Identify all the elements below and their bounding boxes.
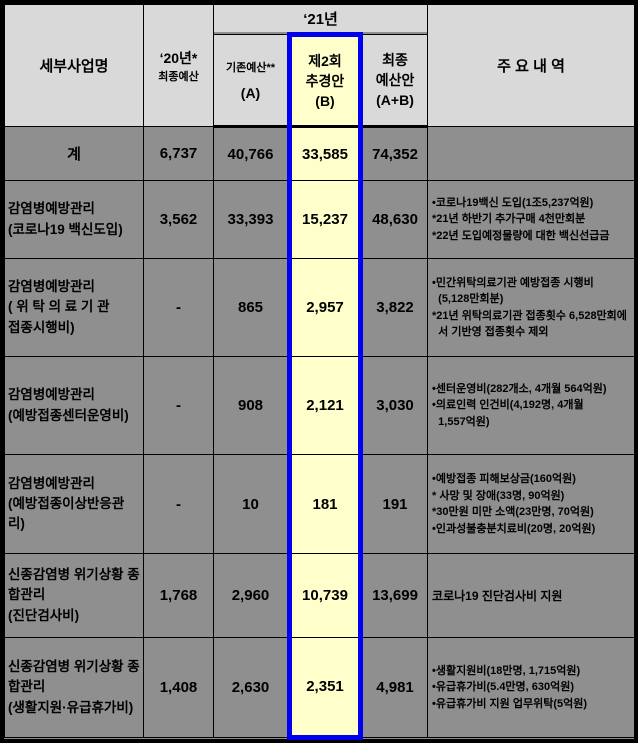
supplement-budget-cell: 10,739: [287, 553, 363, 638]
header-project-label: 세부사업명: [39, 58, 109, 75]
project-name-cell: 신종감염병 위기상황 종합관리 (진단검사비): [4, 553, 144, 638]
header-final-budget: 최종 예산안 (A+B): [359, 34, 429, 128]
budget-2020-cell: 1,408: [143, 637, 214, 738]
table-row-total: 계 6,737 40,766 33,585 74,352: [4, 126, 636, 181]
existing-budget-cell: 10: [213, 454, 290, 554]
project-name-cell: 감염병예방관리 (예방접종센터운영비): [4, 356, 144, 455]
header-details-label: 주 요 내 역: [497, 58, 565, 75]
header-existing-budget: 기존예산** (A): [213, 34, 290, 128]
project-name-cell: 감염병예방관리 ( 위 탁 의 료 기 관 접종시행비): [4, 258, 144, 357]
table-row: 신종감염병 위기상황 종합관리 (생활지원·유급휴가비) 1,408 2,630…: [4, 637, 636, 740]
project-name-cell: 감염병예방관리 (예방접종이상반응관리): [4, 454, 144, 554]
supplement-budget-cell: 15,237: [287, 180, 363, 259]
supplement-budget-cell: 2,351: [287, 637, 363, 740]
header-project: 세부사업명: [4, 4, 144, 127]
project-name-cell: 신종감염병 위기상황 종합관리 (생활지원·유급휴가비): [4, 637, 144, 738]
final-budget-cell: 74,352: [359, 126, 429, 181]
header-2020-line2: 최종예산: [158, 70, 199, 83]
header-existing-line2: (A): [240, 85, 261, 101]
budget-2020-cell: -: [143, 454, 214, 554]
budget-2020-cell: -: [143, 356, 214, 455]
existing-budget-cell: 40,766: [213, 126, 290, 181]
final-budget-cell: 48,630: [359, 180, 429, 259]
budget-2020-cell: 1,768: [143, 553, 214, 638]
project-name-cell: 계: [4, 126, 144, 181]
existing-budget-cell: 865: [213, 258, 290, 357]
existing-budget-cell: 2,630: [213, 637, 290, 738]
table-row: 신종감염병 위기상황 종합관리 (진단검사비) 1,768 2,960 10,7…: [4, 553, 636, 638]
details-cell: 코로나19 진단검사비 지원: [427, 553, 636, 638]
budget-table: 세부사업명 ‘20년* 최종예산 ‘21년 주 요 내 역 기존예산** (A)…: [4, 4, 636, 740]
final-budget-cell: 3,822: [359, 258, 429, 357]
supplement-budget-cell: 2,957: [287, 258, 363, 357]
details-cell: •생활지원비(18만명, 1,715억원) •유급휴가비(5.4만명, 630억…: [427, 637, 636, 738]
budget-2020-cell: -: [143, 258, 214, 357]
header-supplement-budget: 제2회 추경안 (B): [287, 32, 363, 128]
final-budget-cell: 4,981: [359, 637, 429, 738]
details-cell: [427, 126, 636, 181]
table-row: 감염병예방관리 ( 위 탁 의 료 기 관 접종시행비) - 865 2,957…: [4, 258, 636, 357]
supplement-budget-cell: 181: [287, 454, 363, 554]
header-2020-budget: ‘20년* 최종예산: [143, 4, 214, 127]
details-cell: •코로나19백신 도입(1조5,237억원) *21년 하반기 추가구매 4천만…: [427, 180, 636, 259]
header-2021-group: ‘21년: [212, 4, 429, 35]
details-cell: •센터운영비(282개소, 4개월 564억원) •의료인력 인건비(4,192…: [427, 356, 636, 455]
existing-budget-cell: 908: [213, 356, 290, 455]
table-row: 감염병예방관리 (예방접종센터운영비) - 908 2,121 3,030 •센…: [4, 356, 636, 455]
table-row: 감염병예방관리 (코로나19 백신도입) 3,562 33,393 15,237…: [4, 180, 636, 259]
budget-2020-cell: 3,562: [143, 180, 214, 259]
final-budget-cell: 191: [359, 454, 429, 554]
header-details: 주 요 내 역: [427, 4, 636, 127]
table-row: 감염병예방관리 (예방접종이상반응관리) - 10 181 191 •예방접종 …: [4, 454, 636, 554]
details-cell: •예방접종 피해보상금(160억원) * 사망 및 장애(33명, 90억원) …: [427, 454, 636, 554]
header-2020-line1: ‘20년*: [159, 49, 198, 66]
supplement-budget-cell: 2,121: [287, 356, 363, 455]
header-existing-line1: 기존예산**: [225, 62, 276, 74]
existing-budget-cell: 2,960: [213, 553, 290, 638]
budget-2020-cell: 6,737: [143, 126, 214, 181]
project-name-cell: 감염병예방관리 (코로나19 백신도입): [4, 180, 144, 259]
existing-budget-cell: 33,393: [213, 180, 290, 259]
details-cell: •민간위탁의료기관 예방접종 시행비 (5,128만회분) *21년 위탁의료기…: [427, 258, 636, 357]
supplement-budget-cell: 33,585: [287, 126, 363, 181]
final-budget-cell: 13,699: [359, 553, 429, 638]
final-budget-cell: 3,030: [359, 356, 429, 455]
